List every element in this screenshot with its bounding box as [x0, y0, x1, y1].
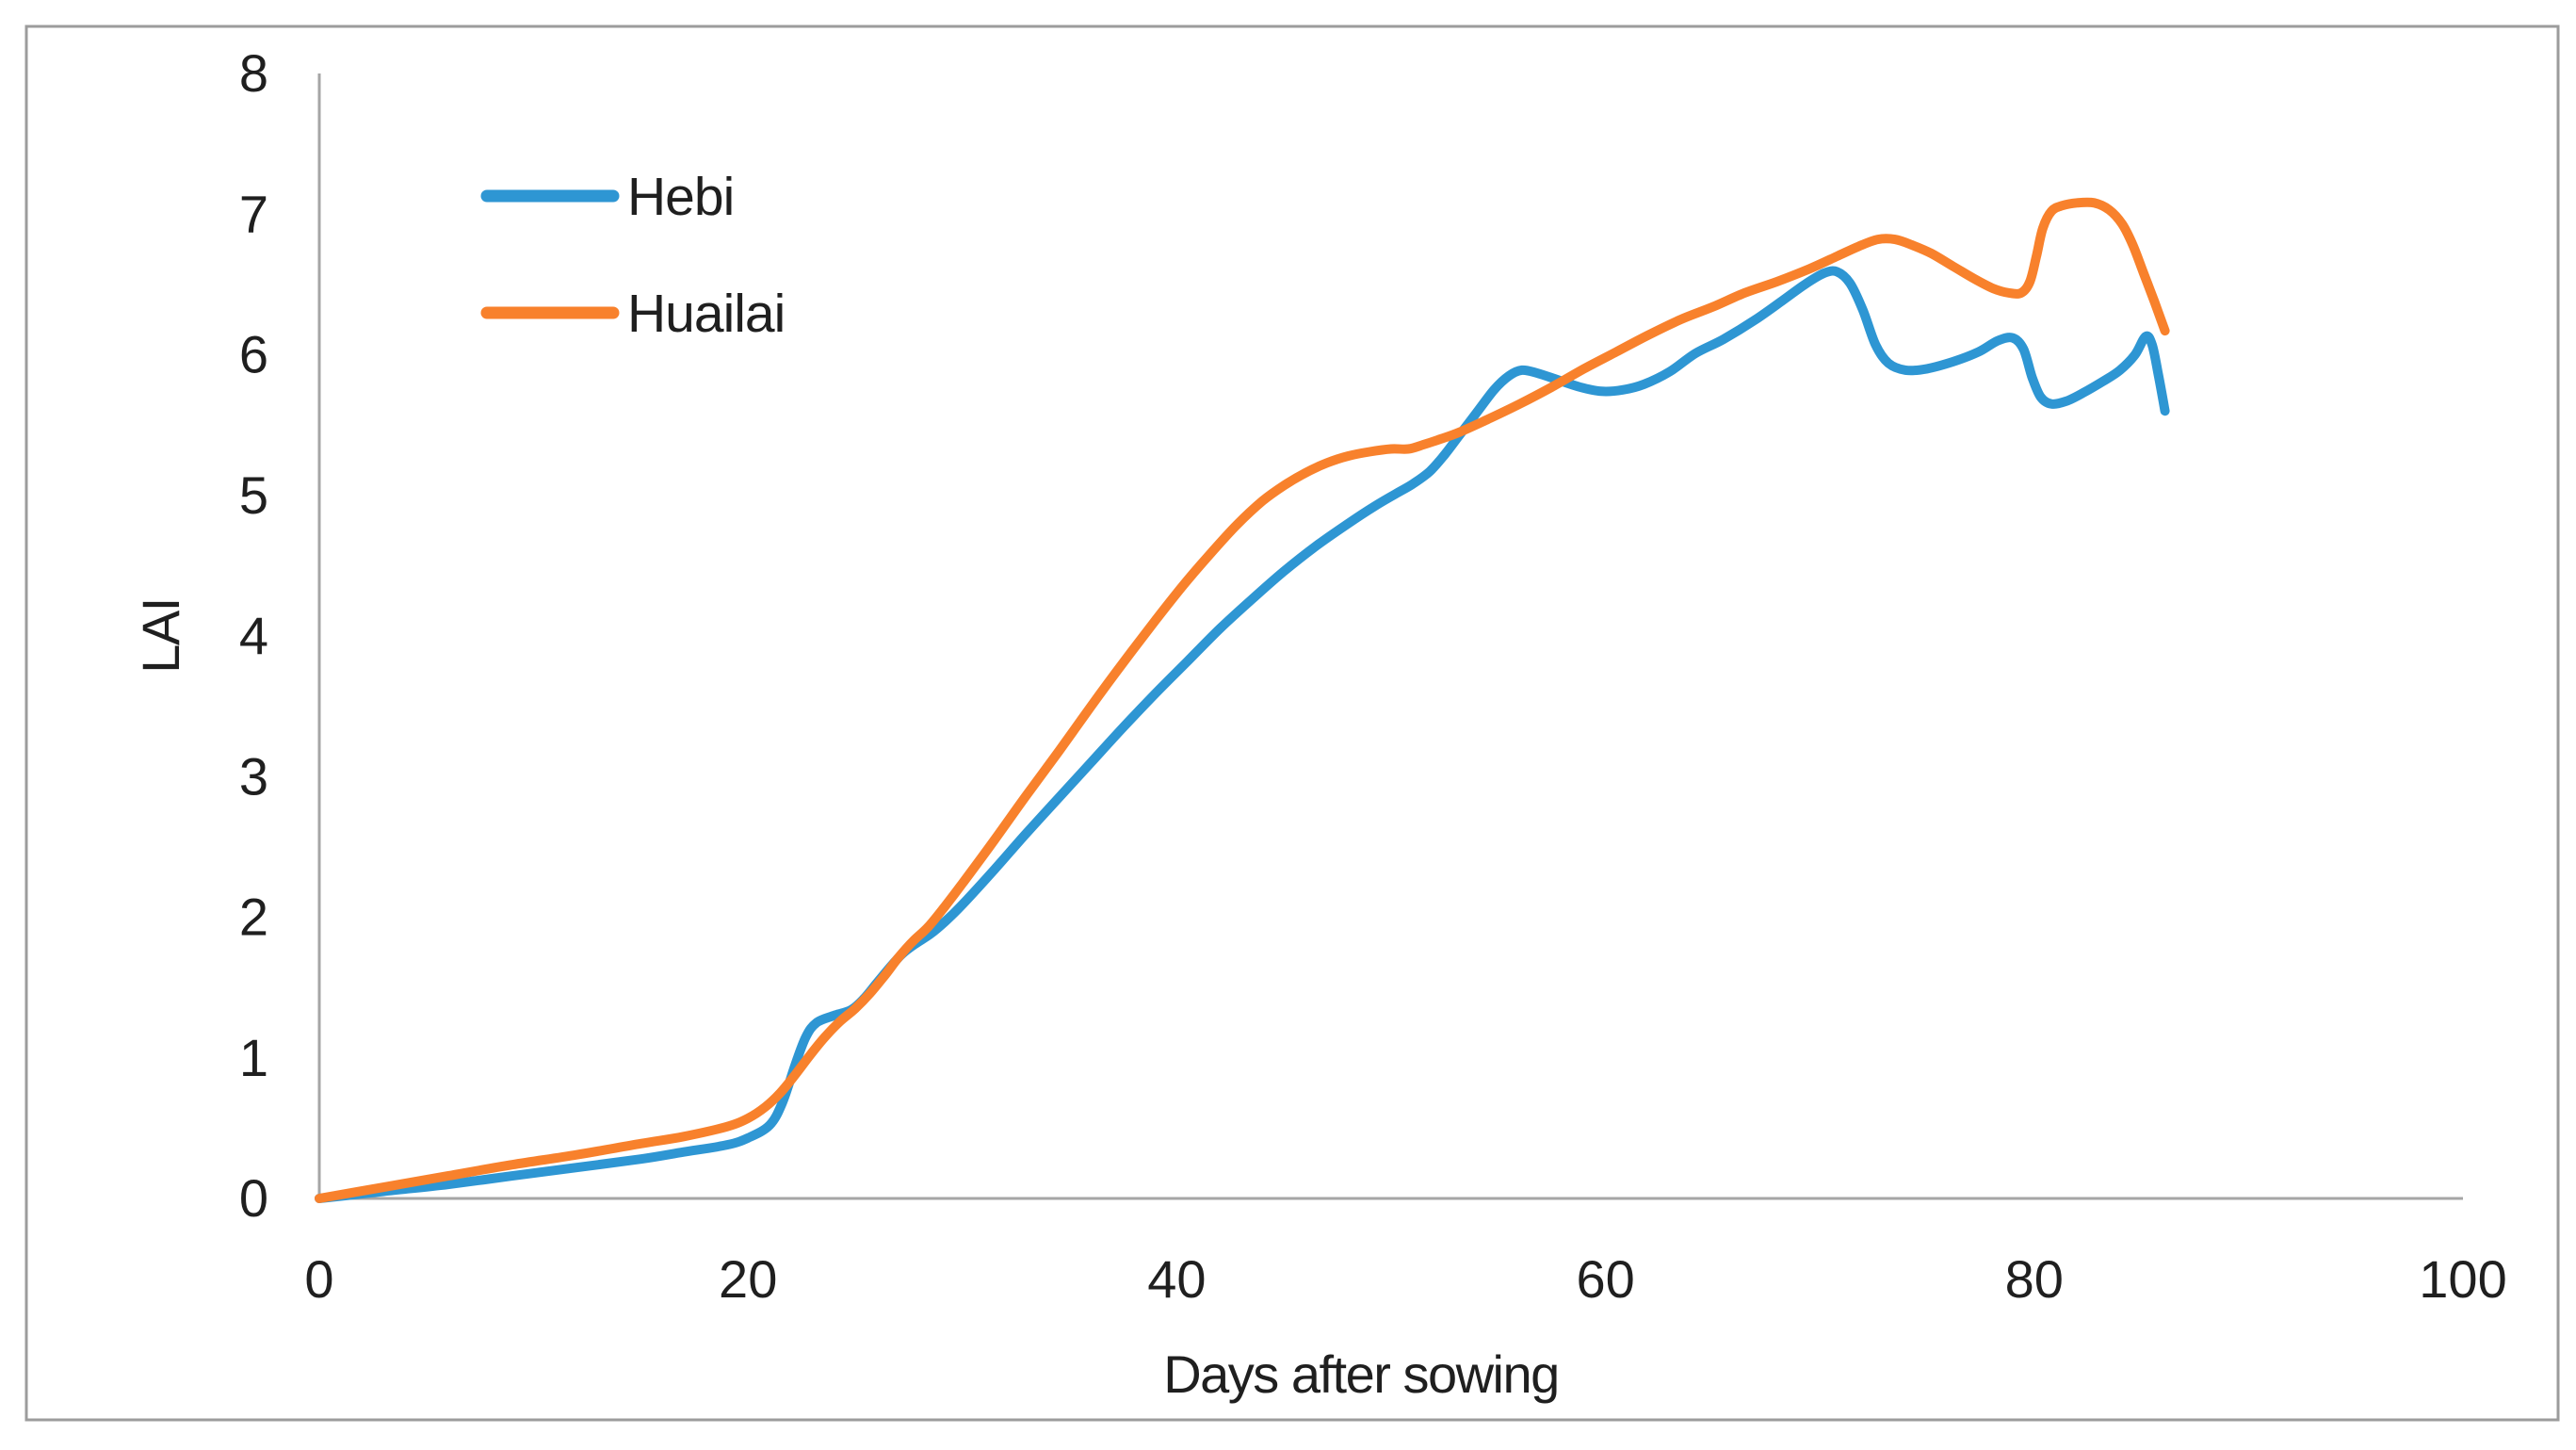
y-tick-label: 0: [239, 1168, 268, 1228]
y-tick-label: 5: [239, 465, 268, 525]
legend-label-hebi: Hebi: [627, 167, 734, 227]
x-tick-label: 20: [719, 1249, 777, 1309]
y-tick-label: 3: [239, 746, 268, 806]
y-tick-label: 4: [239, 606, 268, 665]
y-tick-label: 8: [239, 43, 268, 103]
y-tick-label: 7: [239, 184, 268, 243]
chart-border: [24, 24, 2560, 1422]
y-tick-label: 2: [239, 888, 268, 947]
x-tick-label: 100: [2419, 1249, 2506, 1309]
y-tick-label: 6: [239, 325, 268, 384]
x-tick-label: 40: [1147, 1249, 1206, 1309]
x-axis-title: Days after sowing: [1163, 1344, 1559, 1404]
series-line-hebi: [315, 266, 2170, 1203]
x-tick-label: 60: [1576, 1249, 1634, 1309]
legend-label-huailai: Huailai: [627, 284, 785, 344]
x-tick-label: 0: [304, 1249, 333, 1309]
y-tick-label: 1: [239, 1028, 268, 1087]
y-axis-title: LAI: [131, 598, 190, 674]
legend: Hebi Huailai: [480, 167, 786, 344]
series-line-huailai: [315, 197, 2170, 1203]
y-axis-ticks: 0 1 2 3 4 5 6 7 8: [239, 43, 268, 1228]
x-axis-ticks: 0 20 40 60 80 100: [304, 1249, 2506, 1309]
x-tick-label: 80: [2005, 1249, 2064, 1309]
series-lines: [315, 197, 2170, 1203]
